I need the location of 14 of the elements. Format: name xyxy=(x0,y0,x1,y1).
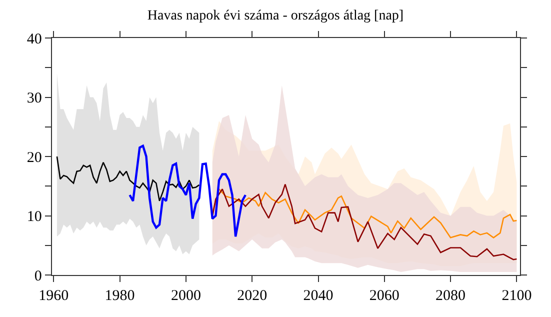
y-tick-label: 30 xyxy=(26,90,42,106)
x-tick-label: 2020 xyxy=(237,288,268,304)
y-tick-label: 10 xyxy=(26,209,42,225)
x-tick-label: 2040 xyxy=(303,288,334,304)
x-tick-label: 2100 xyxy=(502,288,532,304)
y-tick-label: 20 xyxy=(26,150,42,166)
x-tick-label: 2080 xyxy=(436,288,466,304)
x-tick-label: 1960 xyxy=(38,288,69,304)
chart-title: Havas napok évi száma - országos átlag [nap] xyxy=(147,8,404,24)
x-tick-label: 1980 xyxy=(104,288,135,304)
x-tick-label: 2060 xyxy=(369,288,400,304)
y-tick-label: 40 xyxy=(26,31,42,48)
x-tick-label: 2000 xyxy=(170,288,201,304)
y-tick-label: 0 xyxy=(34,268,42,284)
